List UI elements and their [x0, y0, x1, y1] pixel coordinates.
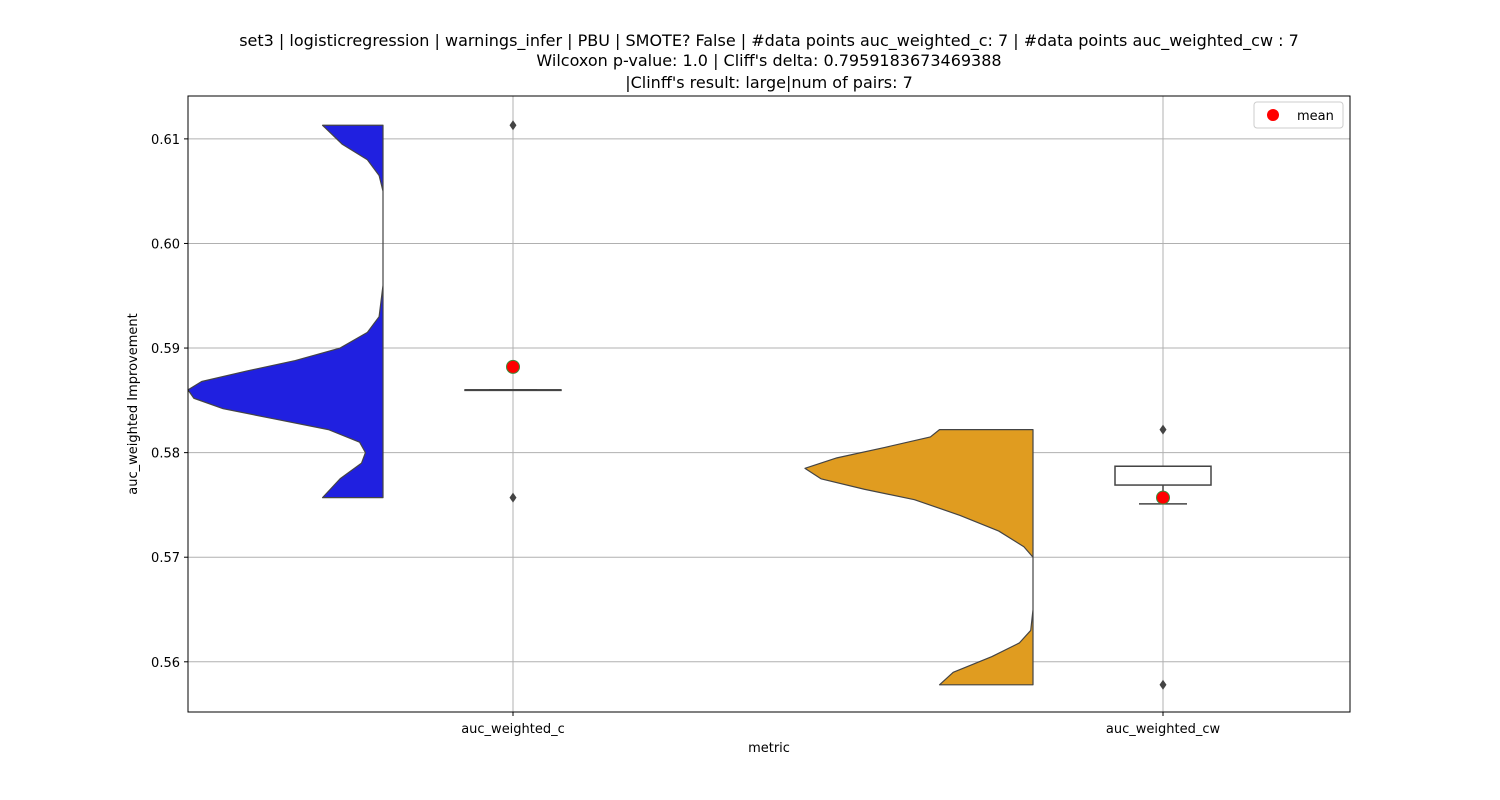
y-tick-label: 0.58 — [151, 447, 180, 462]
y-tick-label: 0.61 — [151, 133, 180, 148]
y-tick-label: 0.60 — [151, 237, 180, 252]
chart-title-line-1: set3 | logisticregression | warnings_inf… — [239, 31, 1299, 51]
y-tick-label: 0.56 — [151, 656, 180, 671]
violin-auc_weighted_cw — [804, 429, 1034, 686]
x-tick-label: auc_weighted_cw — [1106, 722, 1221, 737]
plot-area: 0.56 0.57 0.58 0.59 0.60 0.61 auc_weighted_c au… — [151, 96, 1350, 737]
y-axis-label: auc_weighted Improvement — [126, 313, 141, 495]
legend-mean-label: mean — [1297, 109, 1334, 124]
mean-marker-auc_weighted_c — [506, 359, 520, 374]
outlier-point — [1159, 679, 1167, 690]
y-tick-label: 0.59 — [151, 342, 180, 357]
box-auc_weighted_cw — [1114, 465, 1212, 486]
legend-mean-marker — [1267, 109, 1279, 121]
chart-title-line-2: Wilcoxon p-value: 1.0 | Cliff's delta: 0… — [536, 51, 1001, 70]
chart-title-line-3: |Clinff's result: large|num of pairs: 7 — [625, 73, 913, 92]
plot-frame — [187, 95, 1351, 713]
legend-box — [1253, 101, 1344, 129]
mean-marker-auc_weighted_cw — [1156, 490, 1170, 505]
legend: mean — [1253, 101, 1344, 129]
outlier-point — [509, 492, 517, 503]
violin-auc_weighted_c — [187, 124, 384, 499]
outlier-point — [509, 120, 517, 131]
x-axis-label: metric — [748, 741, 790, 756]
outlier-point — [1159, 424, 1167, 435]
y-tick-label: 0.57 — [151, 551, 180, 566]
x-tick-label: auc_weighted_c — [461, 722, 565, 737]
